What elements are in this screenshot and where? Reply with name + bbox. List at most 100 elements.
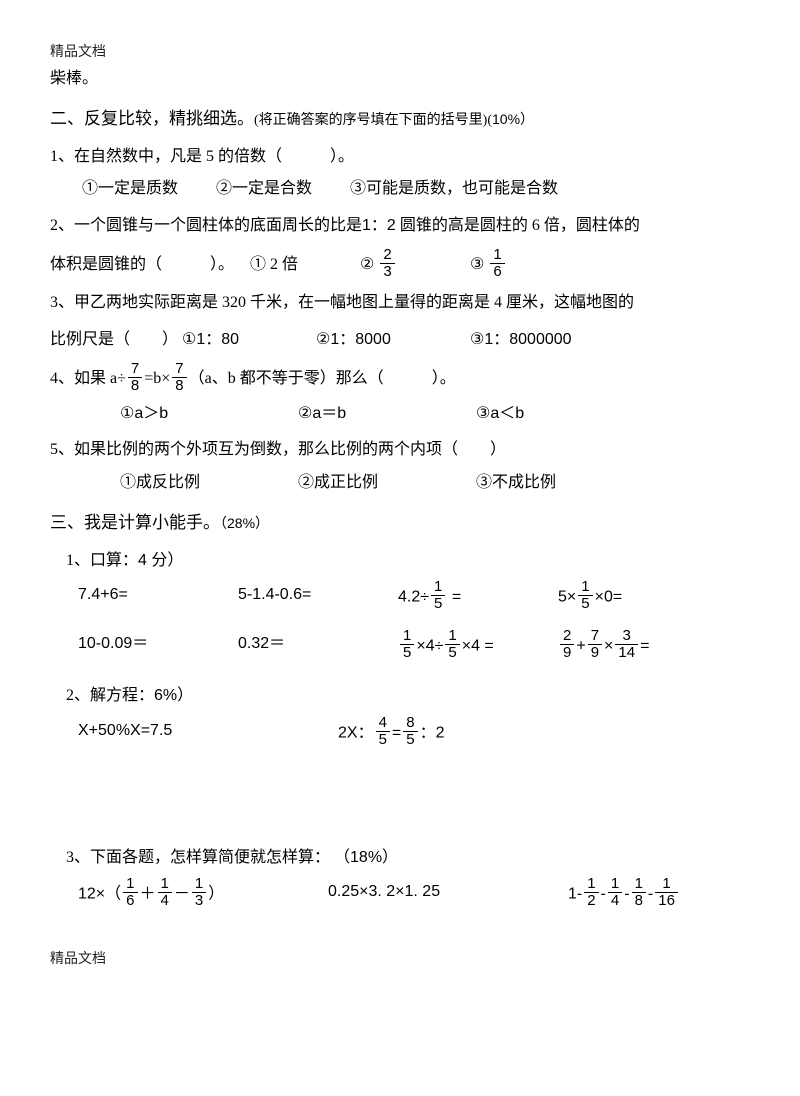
- q5-opt1: ①成反比例: [120, 469, 260, 498]
- p1-label: 1、口算：4 分）: [66, 547, 750, 576]
- q3-opt2: ②1：8000: [316, 326, 466, 355]
- t: ×: [604, 637, 613, 654]
- q3-line1: 3、甲乙两地实际距离是 320 千米，在一幅地图上量得的距离是 4 厘米，这幅地…: [50, 289, 750, 318]
- t: ）: [208, 886, 224, 903]
- frac: 14: [608, 876, 622, 909]
- q2-opt1: ① 2 倍: [250, 251, 360, 280]
- q4-c: （a、b 都不等于零）那么（ ）。: [189, 370, 456, 387]
- f-d: 3: [380, 264, 394, 280]
- q2-line2: 体积是圆锥的（ ）。 ① 2 倍 ② 23 ③ 16: [50, 249, 750, 282]
- q3-text-b: 比例尺是（ ）: [50, 331, 178, 348]
- f-d: 5: [400, 645, 414, 661]
- calc-cell: 10-0.09＝: [78, 630, 228, 663]
- q4-opt2: ②a＝b: [298, 400, 438, 429]
- q3-opt3: ③1：8000000: [470, 331, 572, 348]
- calc-cell: 4.2÷15 =: [398, 581, 548, 614]
- frac: 12: [584, 876, 598, 909]
- q1-opt2: ②一定是合数: [216, 180, 312, 197]
- intro-tail: 柴棒。: [50, 65, 750, 94]
- f-d: 5: [376, 732, 390, 748]
- expr-cell: 1-12-14-18-116: [568, 878, 680, 911]
- f-n: 8: [403, 715, 417, 732]
- spacer: [50, 917, 750, 947]
- t: -: [624, 886, 629, 903]
- frac: 18: [632, 876, 646, 909]
- t: －: [174, 886, 190, 903]
- frac: 14: [158, 876, 172, 909]
- f-n: 1: [490, 247, 504, 264]
- q1-opt3: ③可能是质数，也可能是合数: [350, 180, 558, 197]
- t: =: [640, 637, 649, 654]
- t: 2X：: [338, 725, 374, 742]
- expr-cell: 12×（16＋14－13）: [78, 878, 288, 911]
- q2-text-c: 体积是圆锥的（ ）。: [50, 251, 250, 280]
- q4-b: =b×: [144, 370, 170, 387]
- frac: 13: [192, 876, 206, 909]
- f-d: 14: [615, 645, 638, 661]
- calc-cell: 0.32＝: [238, 630, 388, 663]
- f-d: 5: [403, 732, 417, 748]
- f-n: 1: [400, 628, 414, 645]
- t: ：2: [420, 725, 445, 742]
- q4-frac1: 78: [128, 361, 142, 394]
- t: ×4÷: [416, 637, 443, 654]
- frac: 15: [400, 628, 414, 661]
- sec2-close: ）: [520, 113, 534, 128]
- t: ＋: [140, 886, 156, 903]
- q3-opt1: ①1：80: [182, 326, 312, 355]
- t: -: [648, 886, 653, 903]
- frac: 15: [445, 628, 459, 661]
- q4-opt3: ③a＜b: [476, 405, 524, 422]
- q5-options: ①成反比例 ②成正比例 ③不成比例: [120, 469, 750, 498]
- t: 5×: [558, 589, 576, 606]
- q1-opt1: ①一定是质数: [82, 180, 178, 197]
- t: 1-: [568, 886, 582, 903]
- t: ×0=: [595, 589, 623, 606]
- q2-o3-label: ③: [470, 256, 484, 273]
- f-d: 4: [608, 893, 622, 909]
- f-d: 9: [588, 645, 602, 661]
- p1-row2: 10-0.09＝ 0.32＝ 15×4÷15×4 = 29+79×314=: [78, 630, 750, 669]
- p1-lab: 1、口算：: [66, 552, 138, 569]
- frac: 85: [403, 715, 417, 748]
- frac: 29: [560, 628, 574, 661]
- q2-ratio: 1：2: [362, 217, 396, 234]
- q1-options: ①一定是质数 ②一定是合数 ③可能是质数，也可能是合数: [82, 175, 750, 204]
- frac: 15: [578, 579, 592, 612]
- q5-opt2: ②成正比例: [298, 469, 438, 498]
- f-d: 5: [578, 596, 592, 612]
- q2-line1: 2、一个圆锥与一个圆柱体的底面周长的比是1：2 圆锥的高是圆柱的 6 倍，圆柱体…: [50, 212, 750, 241]
- footer-label: 精品文档: [50, 947, 750, 972]
- eq-cell: X+50%X=7.5: [78, 717, 298, 750]
- calc-cell: 29+79×314=: [558, 630, 708, 663]
- f-n: 1: [578, 579, 592, 596]
- f-d: 2: [584, 893, 598, 909]
- p3-lab: 3、下面各题，怎样算简便就怎样算：: [66, 849, 330, 866]
- f-n: 1: [431, 579, 445, 596]
- f-d: 9: [560, 645, 574, 661]
- f-d: 3: [192, 893, 206, 909]
- frac: 45: [376, 715, 390, 748]
- p3-pts: （18%）: [334, 849, 398, 866]
- section-2-title: 二、反复比较，精挑细选。(将正确答案的序号填在下面的括号里)(10%）: [50, 104, 750, 135]
- frac: 314: [615, 628, 638, 661]
- f-n: 3: [615, 628, 638, 645]
- t: =: [447, 589, 461, 606]
- section-3-title: 三、我是计算小能手。（28%）: [50, 508, 750, 539]
- calc-cell: 7.4+6=: [78, 581, 228, 614]
- p1-row1: 7.4+6= 5-1.4-0.6= 4.2÷15 = 5×15×0=: [78, 581, 750, 620]
- f-n: 1: [584, 876, 598, 893]
- q2-frac-1over6: 16: [490, 247, 504, 280]
- f-n: 1: [632, 876, 646, 893]
- p2-row: X+50%X=7.5 2X：45=85：2: [78, 717, 750, 756]
- q4-text: 4、如果 a÷78=b×78（a、b 都不等于零）那么（ ）。: [50, 363, 750, 396]
- f-d: 8: [128, 378, 142, 394]
- sec3-close: ）: [255, 517, 269, 532]
- q5-text: 5、如果比例的两个外项互为倒数，那么比例的两个内项（ ）: [50, 436, 750, 465]
- sec2-note: (将正确答案的序号填在下面的括号里)(: [254, 113, 492, 128]
- f-d: 8: [172, 378, 186, 394]
- q3-line2: 比例尺是（ ） ①1：80 ②1：8000 ③1：8000000: [50, 326, 750, 355]
- f-d: 4: [158, 893, 172, 909]
- f-n: 2: [560, 628, 574, 645]
- q2-frac-2over3: 23: [380, 247, 394, 280]
